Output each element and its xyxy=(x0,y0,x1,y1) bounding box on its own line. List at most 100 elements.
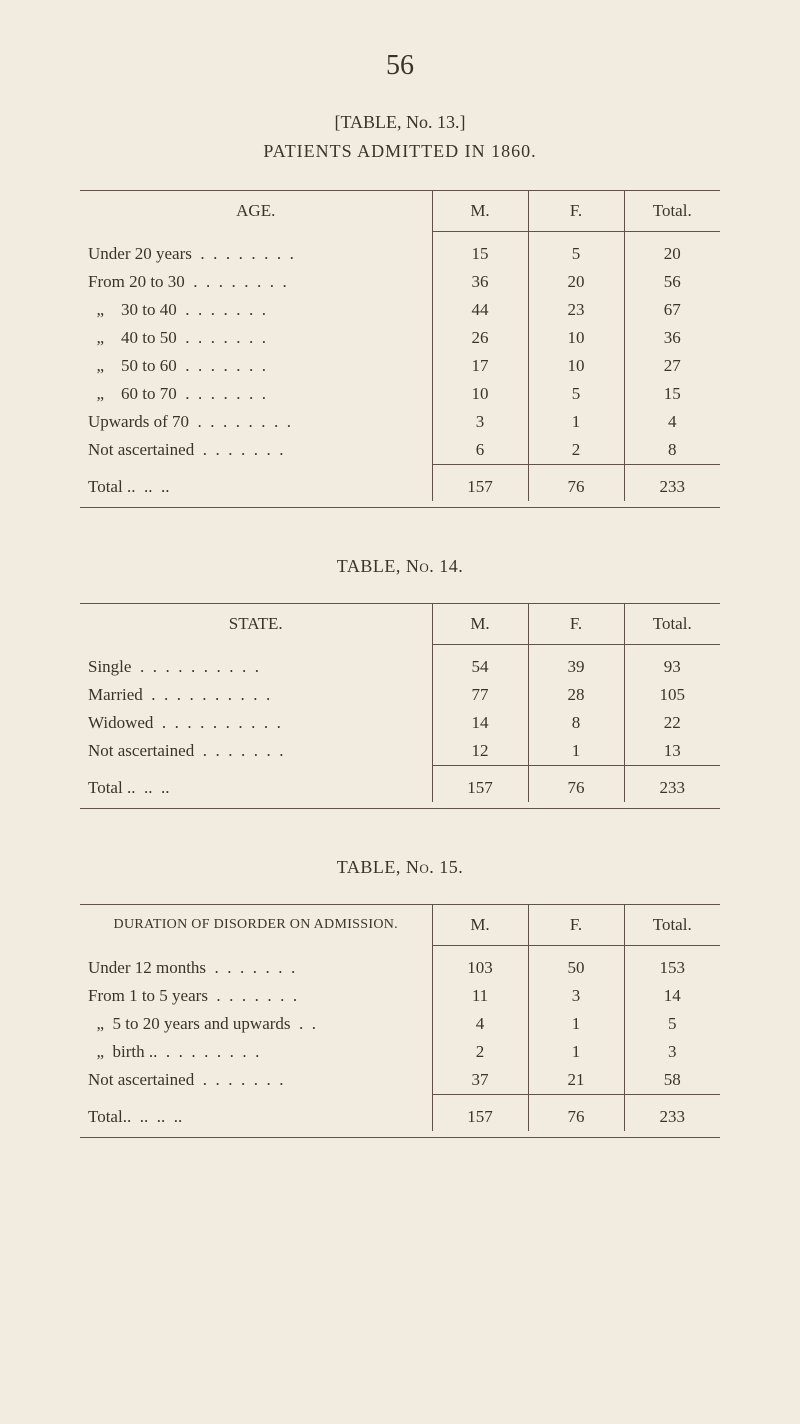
row-label: „ 50 to 60 . . . . . . . xyxy=(80,352,432,380)
cell-total: 13 xyxy=(624,737,720,766)
table-row: Not ascertained . . . . . . . 12113 xyxy=(80,737,720,766)
table-row: „ 60 to 70 . . . . . . . 10515 xyxy=(80,380,720,408)
row-label: Married . . . . . . . . . . xyxy=(80,681,432,709)
cell-total: 67 xyxy=(624,296,720,324)
cell-total: 15 xyxy=(624,380,720,408)
rule xyxy=(80,1137,720,1138)
page-title: PATIENTS ADMITTED IN 1860. xyxy=(80,141,720,162)
cell-m: 26 xyxy=(432,324,528,352)
col-head-age: AGE. xyxy=(80,191,432,232)
cell-total: 58 xyxy=(624,1066,720,1095)
row-label: Single . . . . . . . . . . xyxy=(80,653,432,681)
cell-total: 153 xyxy=(624,954,720,982)
row-label: From 1 to 5 years . . . . . . . xyxy=(80,982,432,1010)
cell-m: 12 xyxy=(432,737,528,766)
cell-total: 93 xyxy=(624,653,720,681)
cell-total: 56 xyxy=(624,268,720,296)
row-label: „ 60 to 70 . . . . . . . xyxy=(80,380,432,408)
table-row: Married . . . . . . . . . . 7728105 xyxy=(80,681,720,709)
cell-f: 1 xyxy=(528,408,624,436)
cell-f: 23 xyxy=(528,296,624,324)
cell-total: 105 xyxy=(624,681,720,709)
cell-f: 28 xyxy=(528,681,624,709)
cell-m: 2 xyxy=(432,1038,528,1066)
cell-total: 20 xyxy=(624,240,720,268)
cell-m: 4 xyxy=(432,1010,528,1038)
col-head-m: M. xyxy=(432,604,528,645)
cell-f: 1 xyxy=(528,737,624,766)
cell-m: 14 xyxy=(432,709,528,737)
page: 56 [TABLE, No. 13.] PATIENTS ADMITTED IN… xyxy=(0,0,800,1198)
cell-total: 3 xyxy=(624,1038,720,1066)
table-row: Widowed . . . . . . . . . . 14822 xyxy=(80,709,720,737)
row-label: „ 30 to 40 . . . . . . . xyxy=(80,296,432,324)
row-label: Under 12 months . . . . . . . xyxy=(80,954,432,982)
total-row: Total.. .. .. .. 157 76 233 xyxy=(80,1103,720,1131)
cell-f: 10 xyxy=(528,324,624,352)
cell-total: 4 xyxy=(624,408,720,436)
table-row: From 20 to 30 . . . . . . . . 362056 xyxy=(80,268,720,296)
cell-f: 1 xyxy=(528,1038,624,1066)
cell-m: 6 xyxy=(432,436,528,465)
cell-f: 1 xyxy=(528,1010,624,1038)
row-label: Widowed . . . . . . . . . . xyxy=(80,709,432,737)
total-m: 157 xyxy=(432,473,528,501)
table-row: Under 12 months . . . . . . . 10350153 xyxy=(80,954,720,982)
table-header-row: DURATION OF DISORDER ON ADMISSION. M. F.… xyxy=(80,905,720,946)
col-head-duration: DURATION OF DISORDER ON ADMISSION. xyxy=(80,905,432,946)
cell-m: 15 xyxy=(432,240,528,268)
table-15-heading: TABLE, No. 15. xyxy=(80,857,720,878)
total-row: Total .. .. .. 157 76 233 xyxy=(80,774,720,802)
row-label: „ 5 to 20 years and upwards . . xyxy=(80,1010,432,1038)
row-label: Under 20 years . . . . . . . . xyxy=(80,240,432,268)
row-label: Not ascertained . . . . . . . xyxy=(80,1066,432,1095)
table-13-label: [TABLE, No. 13.] xyxy=(80,112,720,133)
cell-total: 5 xyxy=(624,1010,720,1038)
total-t: 233 xyxy=(624,473,720,501)
row-label: Not ascertained . . . . . . . xyxy=(80,737,432,766)
table-14-heading: TABLE, No. 14. xyxy=(80,556,720,577)
cell-total: 22 xyxy=(624,709,720,737)
table-row: From 1 to 5 years . . . . . . .11314 xyxy=(80,982,720,1010)
total-f: 76 xyxy=(528,1103,624,1131)
row-label: „ 40 to 50 . . . . . . . xyxy=(80,324,432,352)
table-15: DURATION OF DISORDER ON ADMISSION. M. F.… xyxy=(80,905,720,1131)
total-row: Total .. .. .. 157 76 233 xyxy=(80,473,720,501)
table-header-row: STATE. M. F. Total. xyxy=(80,604,720,645)
total-f: 76 xyxy=(528,473,624,501)
col-head-f: F. xyxy=(528,604,624,645)
table-14: STATE. M. F. Total. Single . . . . . . .… xyxy=(80,604,720,802)
cell-f: 5 xyxy=(528,240,624,268)
cell-f: 21 xyxy=(528,1066,624,1095)
table-row: „ 5 to 20 years and upwards . . 415 xyxy=(80,1010,720,1038)
total-label: Total .. .. .. xyxy=(80,774,432,802)
cell-f: 2 xyxy=(528,436,624,465)
cell-m: 36 xyxy=(432,268,528,296)
cell-f: 5 xyxy=(528,380,624,408)
total-m: 157 xyxy=(432,1103,528,1131)
row-label: Not ascertained . . . . . . . xyxy=(80,436,432,465)
cell-f: 3 xyxy=(528,982,624,1010)
total-t: 233 xyxy=(624,774,720,802)
table-row: „ birth .. . . . . . . . . 213 xyxy=(80,1038,720,1066)
cell-total: 27 xyxy=(624,352,720,380)
col-head-state: STATE. xyxy=(80,604,432,645)
total-t: 233 xyxy=(624,1103,720,1131)
cell-f: 50 xyxy=(528,954,624,982)
cell-m: 11 xyxy=(432,982,528,1010)
table-row: Not ascertained . . . . . . . 628 xyxy=(80,436,720,465)
cell-f: 20 xyxy=(528,268,624,296)
total-label: Total.. .. .. .. xyxy=(80,1103,432,1131)
cell-m: 17 xyxy=(432,352,528,380)
total-m: 157 xyxy=(432,774,528,802)
cell-f: 10 xyxy=(528,352,624,380)
table-row: Single . . . . . . . . . . 543993 xyxy=(80,653,720,681)
table-header-row: AGE. M. F. Total. xyxy=(80,191,720,232)
row-label: Upwards of 70 . . . . . . . . xyxy=(80,408,432,436)
table-row: Under 20 years . . . . . . . .15520 xyxy=(80,240,720,268)
row-label: From 20 to 30 . . . . . . . . xyxy=(80,268,432,296)
col-head-m: M. xyxy=(432,191,528,232)
cell-m: 3 xyxy=(432,408,528,436)
total-f: 76 xyxy=(528,774,624,802)
cell-total: 8 xyxy=(624,436,720,465)
